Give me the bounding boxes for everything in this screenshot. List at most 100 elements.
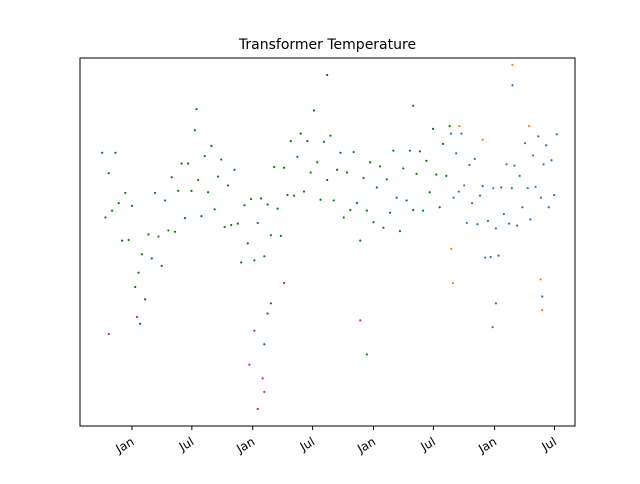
point — [395, 196, 398, 199]
point — [438, 206, 441, 209]
point — [203, 155, 206, 158]
x-tick-label: Jan — [233, 434, 257, 456]
point — [124, 191, 127, 195]
point — [550, 159, 553, 162]
point — [491, 326, 494, 329]
point — [195, 108, 198, 111]
x-tick-label: Jan — [354, 434, 378, 456]
point — [359, 319, 362, 322]
point — [223, 225, 226, 229]
point — [266, 312, 269, 315]
point — [463, 184, 466, 187]
point — [425, 159, 428, 163]
point — [494, 227, 498, 230]
point — [445, 174, 448, 177]
point — [476, 223, 479, 226]
point — [500, 186, 503, 189]
point — [253, 259, 256, 262]
point — [332, 199, 335, 202]
point — [345, 171, 349, 174]
point — [511, 84, 514, 87]
point — [555, 133, 558, 136]
point — [441, 142, 445, 145]
point — [309, 171, 312, 174]
point — [457, 190, 460, 193]
point — [481, 138, 484, 141]
point — [542, 163, 545, 166]
point — [448, 125, 451, 128]
point — [256, 221, 259, 225]
point — [286, 193, 289, 197]
point — [527, 125, 531, 128]
point — [263, 343, 266, 346]
point — [104, 216, 107, 219]
point — [349, 208, 352, 212]
point — [266, 203, 269, 206]
point — [521, 206, 524, 209]
point — [450, 247, 453, 250]
point — [539, 196, 543, 199]
point — [531, 154, 535, 157]
point — [502, 212, 505, 216]
point — [405, 199, 408, 202]
point — [392, 149, 395, 152]
point — [553, 193, 556, 197]
point — [322, 140, 325, 143]
point — [431, 127, 435, 130]
point — [134, 285, 137, 289]
point — [359, 239, 362, 242]
point — [379, 165, 382, 168]
point — [114, 151, 117, 154]
point — [130, 204, 134, 207]
point — [150, 257, 153, 260]
point — [355, 202, 359, 205]
point — [539, 278, 542, 281]
plot-points — [101, 63, 558, 411]
x-tick-label: Jul — [417, 434, 437, 454]
point — [233, 168, 236, 171]
point — [253, 329, 256, 332]
point — [187, 162, 190, 165]
point — [460, 132, 463, 135]
point — [510, 187, 513, 190]
point — [547, 206, 550, 209]
point — [470, 202, 474, 205]
point — [173, 230, 177, 233]
point — [249, 197, 253, 201]
point — [213, 208, 216, 211]
point — [269, 302, 273, 305]
point — [455, 152, 458, 155]
point — [508, 222, 511, 225]
point — [183, 217, 186, 220]
point — [140, 253, 143, 256]
point — [220, 158, 223, 161]
point — [523, 142, 527, 145]
x-tick-label: Jul — [539, 434, 559, 454]
point — [216, 175, 220, 178]
point — [452, 196, 455, 199]
point — [342, 216, 345, 219]
point — [273, 165, 276, 169]
point — [449, 132, 453, 135]
plot-frame — [79, 57, 576, 427]
point — [465, 221, 468, 225]
point — [197, 178, 200, 182]
point — [335, 168, 339, 171]
point — [243, 204, 246, 207]
point — [489, 255, 492, 259]
x-tick-label: Jan — [475, 434, 499, 456]
point — [283, 281, 286, 284]
point — [120, 239, 124, 242]
point — [418, 150, 421, 153]
point — [296, 155, 299, 158]
point — [289, 140, 292, 143]
point — [263, 255, 266, 258]
point — [369, 161, 372, 164]
point — [513, 164, 516, 167]
point — [478, 194, 482, 197]
x-tick-label: Jul — [297, 434, 317, 454]
point — [481, 185, 484, 188]
point — [157, 235, 160, 238]
point — [101, 151, 104, 154]
